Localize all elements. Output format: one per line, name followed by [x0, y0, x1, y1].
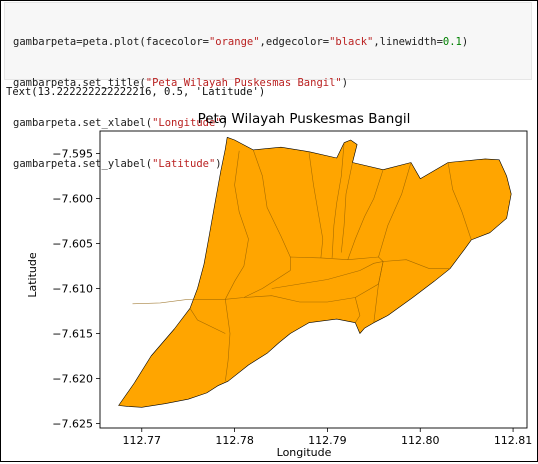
x-tick-label: 112.79 — [308, 434, 347, 447]
chart-title: Peta Wilayah Puskesmas Bangil — [198, 111, 411, 127]
district-boundary — [341, 162, 353, 253]
cell-output-text: Text(13.222222222222216, 0.5, 'Latitude'… — [6, 86, 266, 98]
y-tick-label: −7.600 — [52, 193, 93, 206]
y-tick-label: −7.615 — [52, 328, 93, 341]
x-tick-label: 112.77 — [123, 434, 162, 447]
y-tick-label: −7.625 — [52, 418, 93, 431]
y-tick-label: −7.605 — [52, 238, 93, 251]
district-boundary — [383, 259, 450, 269]
district-boundary — [189, 308, 226, 334]
district-boundary — [378, 162, 412, 258]
y-axis-label: Latitude — [26, 252, 39, 298]
plot-area — [118, 137, 512, 408]
x-tick-label: 112.81 — [494, 434, 533, 447]
district-boundary — [252, 149, 291, 258]
district-boundary — [225, 150, 249, 300]
district-boundary — [447, 162, 472, 240]
map-chart-svg: Peta Wilayah Puskesmas Bangil 112.77 112.… — [26, 111, 533, 459]
district-boundary — [308, 151, 324, 258]
map-chart: Peta Wilayah Puskesmas Bangil 112.77 112.… — [0, 104, 538, 460]
code-line: gambarpeta.set_title("Peta Wilayah Puske… — [13, 76, 349, 89]
x-axis-label: Longitude — [277, 446, 332, 459]
code-cell[interactable]: gambarpeta=peta.plot(facecolor="orange",… — [4, 2, 532, 170]
district-boundary — [271, 261, 384, 289]
district-boundary — [347, 169, 384, 260]
x-tick-label: 112.80 — [401, 434, 440, 447]
district-boundary — [331, 142, 345, 258]
district-boundary — [355, 297, 361, 323]
y-tick-label: −7.620 — [52, 373, 93, 386]
district-boundary — [132, 270, 291, 305]
region-polygon — [118, 137, 512, 408]
x-tick-label: 112.78 — [215, 434, 254, 447]
district-boundary — [373, 261, 384, 323]
y-tick-label: −7.595 — [52, 148, 93, 161]
code-line: gambarpeta.set_ylabel("Latitude") — [13, 157, 222, 170]
plot-frame — [99, 130, 528, 429]
district-boundary — [289, 256, 384, 271]
code-line: gambarpeta=peta.plot(facecolor="orange",… — [13, 36, 469, 48]
y-tick-label: −7.610 — [52, 283, 93, 296]
district-boundary — [225, 299, 231, 382]
axes: 112.77 112.78 112.79 112.80 112.81 −7.595 −7.6… — [52, 130, 533, 447]
code-line: gambarpeta.set_xlabel("Longitude") — [13, 117, 228, 129]
